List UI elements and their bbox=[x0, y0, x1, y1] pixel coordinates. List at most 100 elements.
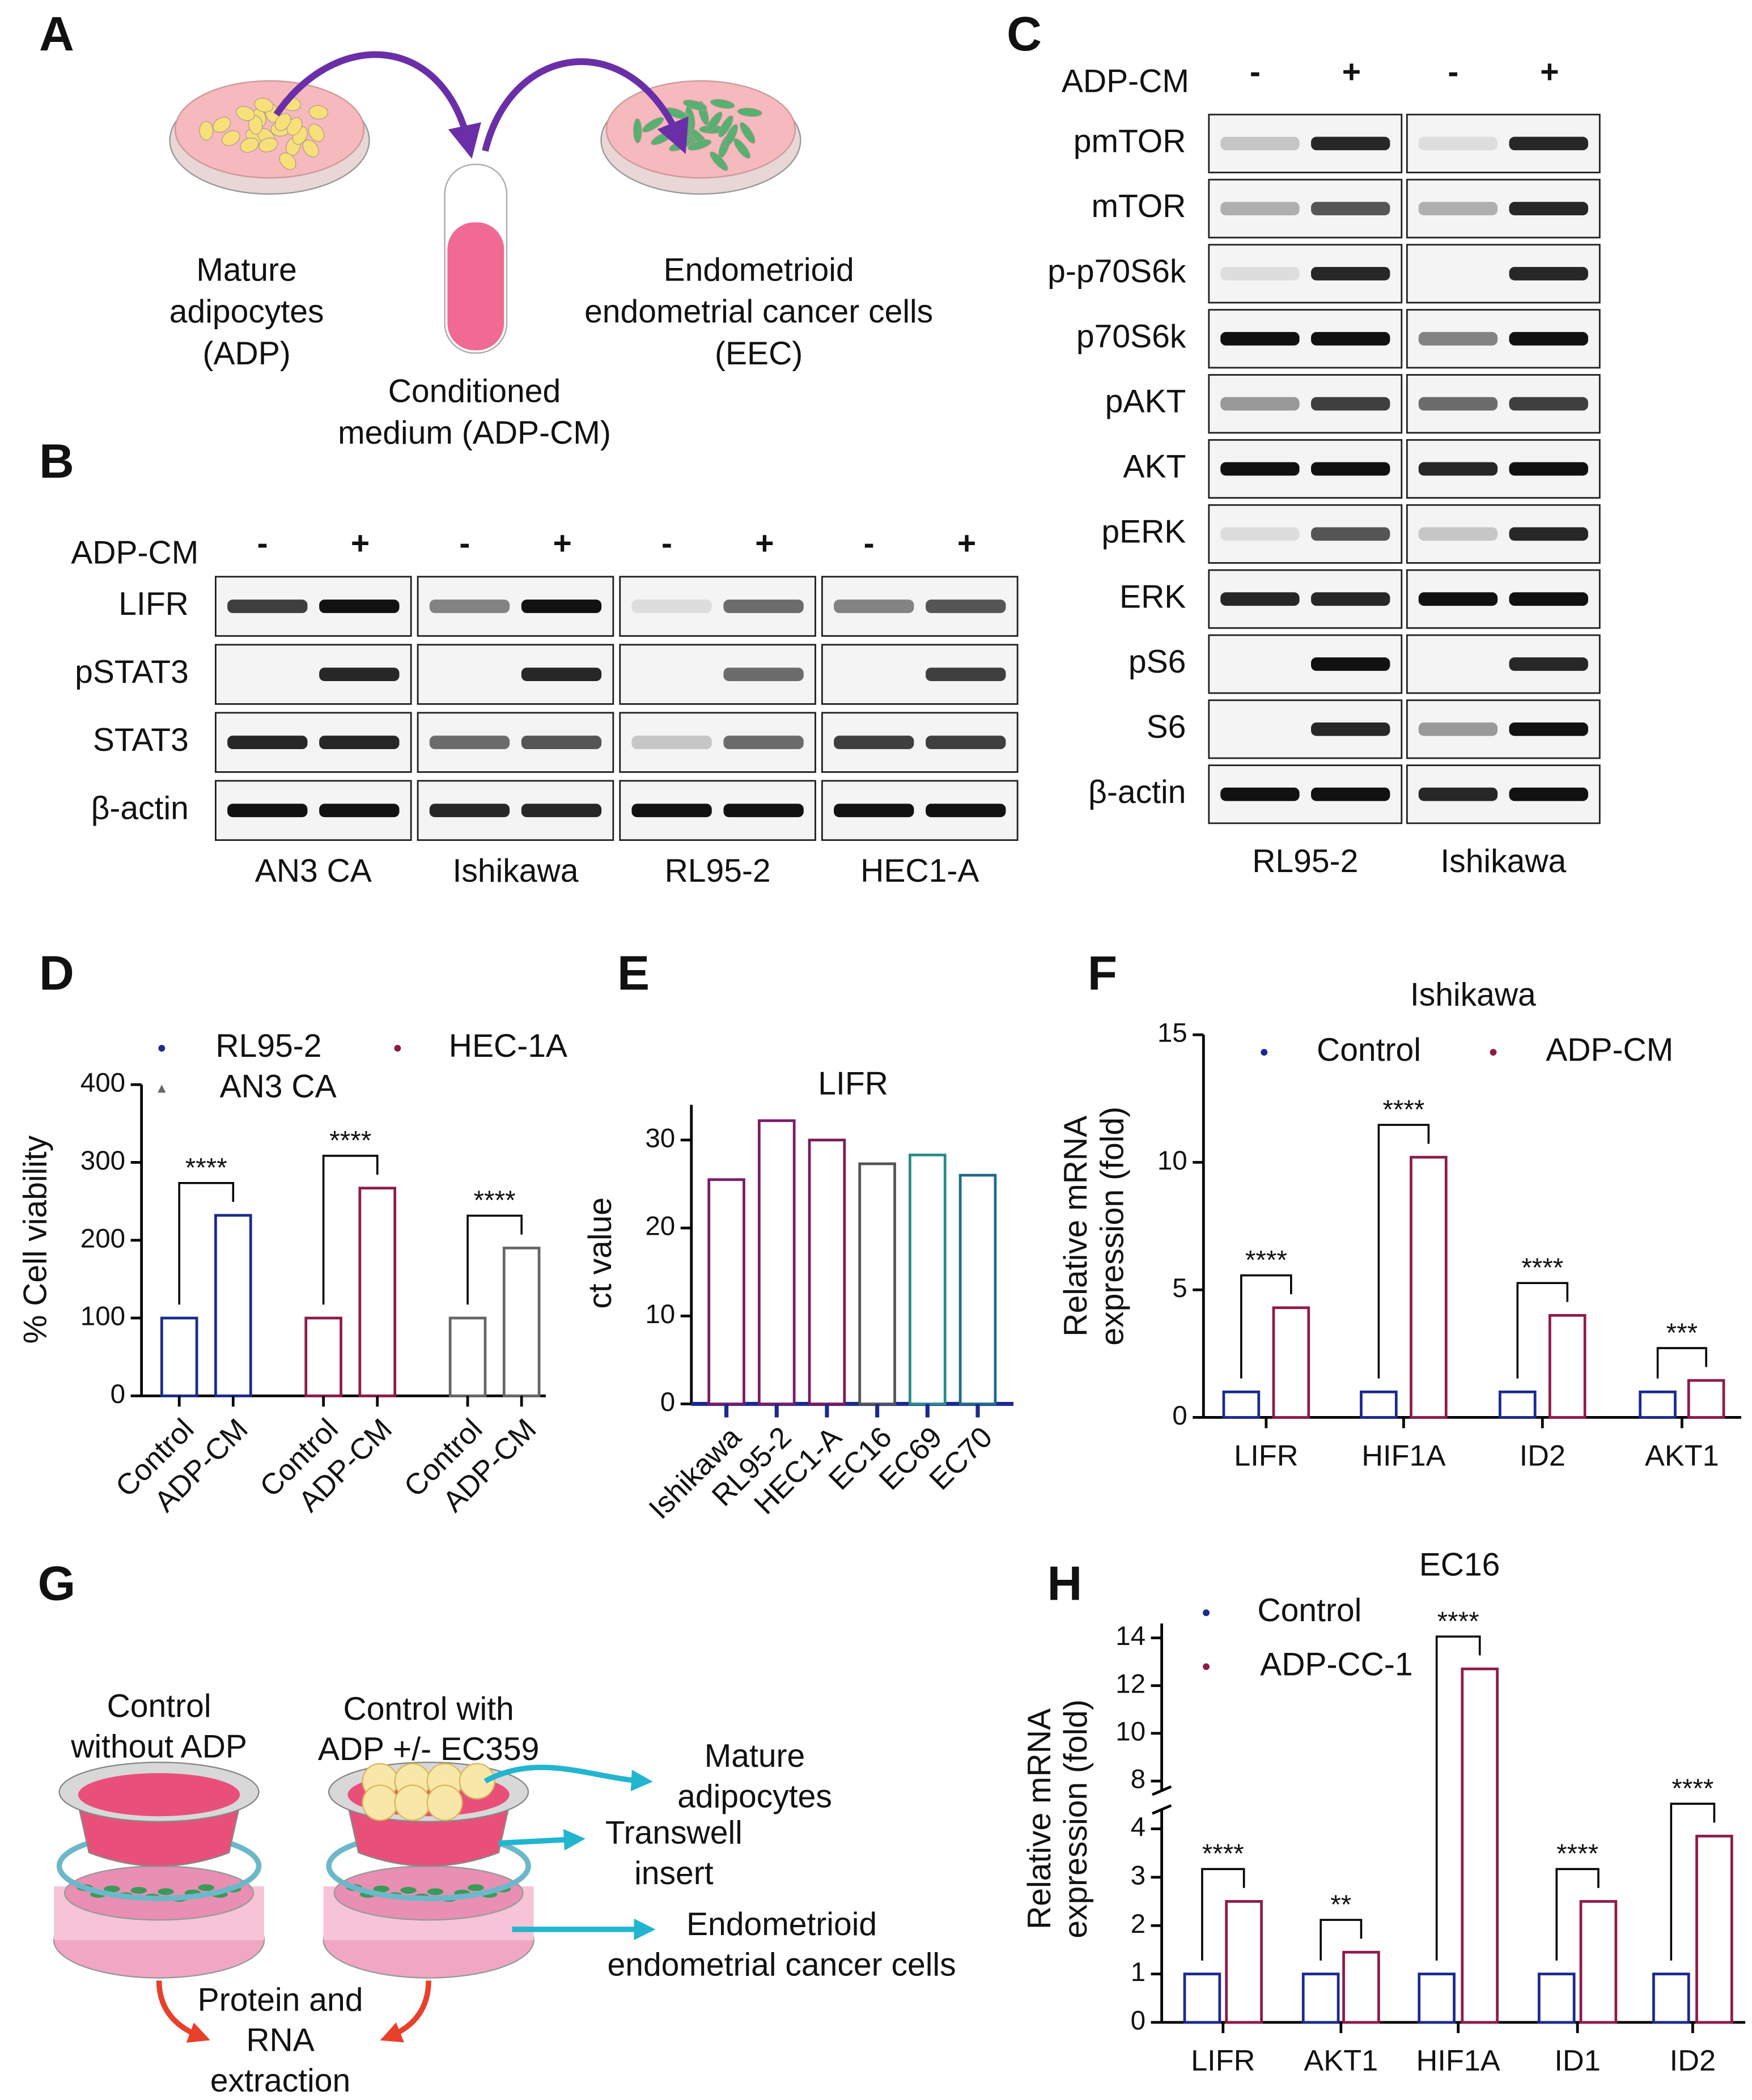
blot-band bbox=[1310, 787, 1390, 801]
y-tick-label: 0 bbox=[111, 1379, 125, 1409]
blot-band bbox=[1509, 722, 1588, 736]
y-tick-label: 300 bbox=[80, 1146, 125, 1176]
y-tick-label: 0 bbox=[1131, 2006, 1146, 2036]
cell bbox=[199, 121, 214, 141]
legend-marker bbox=[1203, 1609, 1210, 1617]
blot-band bbox=[521, 668, 602, 681]
blot-band bbox=[1220, 462, 1300, 476]
caption: endometrial cancer cells bbox=[584, 294, 933, 330]
row-label: p70S6k bbox=[1076, 318, 1186, 355]
row-label: S6 bbox=[1147, 709, 1186, 745]
blot-band bbox=[227, 736, 308, 750]
blot-band bbox=[1509, 592, 1588, 606]
cancer-cell bbox=[130, 1887, 147, 1894]
legend-label: ADP-CC-1 bbox=[1260, 1646, 1412, 1682]
blot-band bbox=[1509, 267, 1588, 280]
treatment-label: ADP-CM bbox=[1062, 63, 1189, 100]
blot-band bbox=[227, 804, 308, 818]
row-label: p-p70S6k bbox=[1047, 253, 1186, 290]
blot-band bbox=[1418, 787, 1498, 801]
blot-band bbox=[1418, 527, 1498, 541]
blot-band bbox=[521, 804, 602, 818]
treatment-label: ADP-CM bbox=[71, 535, 198, 571]
blot-band bbox=[1310, 462, 1390, 476]
blot-band bbox=[723, 600, 804, 613]
chart-title: Ishikawa bbox=[1410, 977, 1536, 1013]
y-tick-label: 10 bbox=[1157, 1146, 1187, 1176]
y-axis-label: ct value bbox=[582, 1197, 618, 1309]
legend-marker bbox=[158, 1044, 166, 1052]
blot-band bbox=[1310, 331, 1390, 346]
significance: **** bbox=[1437, 1606, 1479, 1636]
blot-band bbox=[723, 668, 804, 681]
significance: **** bbox=[1521, 1253, 1563, 1283]
row-label: pSTAT3 bbox=[75, 654, 189, 690]
legend-label: AN3 CA bbox=[220, 1068, 337, 1104]
y-tick-label: 200 bbox=[80, 1223, 125, 1253]
significance-bracket bbox=[1656, 1347, 1707, 1379]
cell-line-label: HEC1-A bbox=[860, 853, 979, 889]
legend-marker bbox=[158, 1085, 166, 1093]
cancer-cell bbox=[104, 1885, 120, 1893]
cell bbox=[236, 106, 255, 121]
adipocyte bbox=[394, 1784, 431, 1821]
blot-frame bbox=[619, 712, 816, 773]
caption: RNA bbox=[246, 2022, 314, 2059]
significance: **** bbox=[1672, 1774, 1713, 1804]
x-tick-label: HIF1A bbox=[1416, 2044, 1500, 2077]
blot-band bbox=[723, 736, 804, 750]
bar bbox=[502, 1247, 541, 1397]
x-tick-label: HIF1A bbox=[1361, 1440, 1445, 1473]
cell bbox=[740, 122, 756, 144]
bar bbox=[1687, 1379, 1725, 1419]
y-axis-label: Relative mRNA bbox=[1058, 1116, 1094, 1337]
caption: adipocytes bbox=[169, 294, 324, 330]
legend-marker bbox=[1261, 1049, 1268, 1056]
panel-label: H bbox=[1047, 1557, 1082, 1611]
row-label: LIFR bbox=[118, 586, 189, 622]
blot-band bbox=[1220, 397, 1300, 411]
bar bbox=[1652, 1973, 1690, 2024]
bar bbox=[1183, 1973, 1221, 2024]
legend-label: Control bbox=[1257, 1592, 1361, 1629]
blot-band bbox=[926, 600, 1006, 613]
significance-bracket bbox=[466, 1214, 523, 1305]
cancer-cell bbox=[400, 1887, 417, 1894]
cell bbox=[274, 113, 291, 131]
blot-band bbox=[1418, 397, 1498, 411]
significance: **** bbox=[474, 1185, 516, 1215]
y-tick-label: 12 bbox=[1115, 1669, 1146, 1699]
y-tick-label: 8 bbox=[1131, 1765, 1146, 1795]
y-tick-label: 0 bbox=[1172, 1401, 1187, 1431]
blot-band bbox=[1509, 527, 1588, 541]
cell bbox=[279, 152, 296, 170]
legend-label: RL95-2 bbox=[215, 1028, 321, 1064]
blot-band bbox=[1220, 202, 1300, 216]
lane-sign: + bbox=[1342, 54, 1361, 90]
adipocyte bbox=[362, 1784, 398, 1821]
bar bbox=[1579, 1900, 1618, 2024]
blot-band bbox=[1418, 462, 1498, 476]
cell bbox=[683, 100, 707, 110]
panel-label: C bbox=[1007, 7, 1042, 61]
caption: (EEC) bbox=[715, 335, 803, 372]
significance-bracket bbox=[1240, 1274, 1292, 1379]
bar bbox=[1225, 1900, 1263, 2024]
lane-sign: - bbox=[864, 525, 875, 562]
bar bbox=[1461, 1667, 1499, 2024]
caption: Mature bbox=[705, 1738, 805, 1774]
y-tick-label: 20 bbox=[645, 1211, 675, 1242]
blot-band bbox=[1509, 202, 1588, 216]
blot-band bbox=[1418, 202, 1498, 216]
cell bbox=[718, 115, 733, 138]
significance: **** bbox=[1556, 1839, 1598, 1869]
caption: Protein and bbox=[198, 1982, 363, 2018]
row-label: mTOR bbox=[1091, 188, 1186, 224]
blot-band bbox=[1310, 592, 1390, 606]
y-tick-label: 10 bbox=[1115, 1716, 1146, 1746]
cell bbox=[733, 138, 751, 159]
cell-line-label: Ishikawa bbox=[1440, 843, 1566, 879]
lane-sign: - bbox=[257, 525, 268, 562]
adipocyte bbox=[459, 1763, 495, 1800]
blot-band bbox=[1310, 657, 1390, 671]
